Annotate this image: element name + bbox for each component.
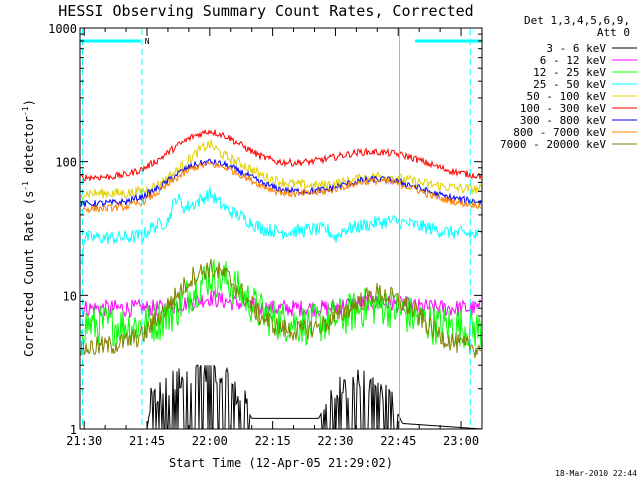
- x-tick-label-4: 22:15: [255, 434, 291, 448]
- legend-header-line-2: Att 0: [597, 26, 630, 39]
- legend-label-2: 6 - 12 keV: [540, 54, 607, 67]
- legend-header-line-1: Det 1,3,4,5,6,9,: [524, 14, 630, 27]
- series-traces: [80, 129, 482, 430]
- legend-label-7: 300 - 800 keV: [520, 114, 606, 127]
- y-tick-label-3: 100: [55, 156, 77, 170]
- x-tick-label-3: 22:00: [192, 434, 228, 448]
- y-tick-label-2: 10: [63, 289, 77, 303]
- y-tick-label-4: 1000: [48, 22, 77, 36]
- plot-frame: [79, 27, 483, 430]
- legend-label-4: 25 - 50 keV: [533, 78, 606, 91]
- annotation-label: N: [145, 37, 150, 46]
- series-line-2: [80, 289, 482, 319]
- series-line-6: [80, 129, 482, 182]
- y-axis-label: Corrected Count Rate (s-1 detector-1): [21, 99, 36, 357]
- legend-label-6: 100 - 300 keV: [520, 102, 606, 115]
- x-tick-label-2: 21:45: [129, 434, 165, 448]
- series-line-4: [80, 186, 482, 265]
- legend-label-5: 50 - 100 keV: [527, 90, 607, 103]
- legend-label-1: 3 - 6 keV: [546, 42, 606, 55]
- x-axis-label: Start Time (12-Apr-05 21:29:02): [169, 456, 393, 470]
- legend-label-8: 800 - 7000 keV: [513, 126, 606, 139]
- legend-label-3: 12 - 25 keV: [533, 66, 606, 79]
- footer-timestamp: 18-Mar-2010 22:44: [555, 469, 637, 478]
- series-line-9: [80, 258, 481, 358]
- x-tick-label-5: 22:30: [317, 434, 353, 448]
- legend-label-9: 7000 - 20000 keV: [500, 138, 606, 151]
- axes: 21:30 21:45 22:00 22:15 22:30 22:45 23:00 1 10 10…: [48, 22, 483, 448]
- y-tick-label-1: 1: [70, 423, 77, 437]
- time-markers: N: [80, 29, 482, 428]
- x-tick-label-7: 23:00: [443, 434, 479, 448]
- x-tick-label-1: 21:30: [66, 434, 102, 448]
- series-line-8: [80, 160, 482, 214]
- chart-title: HESSI Observing Summary Count Rates, Cor…: [58, 2, 473, 20]
- series-line-1: [81, 364, 481, 430]
- x-tick-label-6: 22:45: [380, 434, 416, 448]
